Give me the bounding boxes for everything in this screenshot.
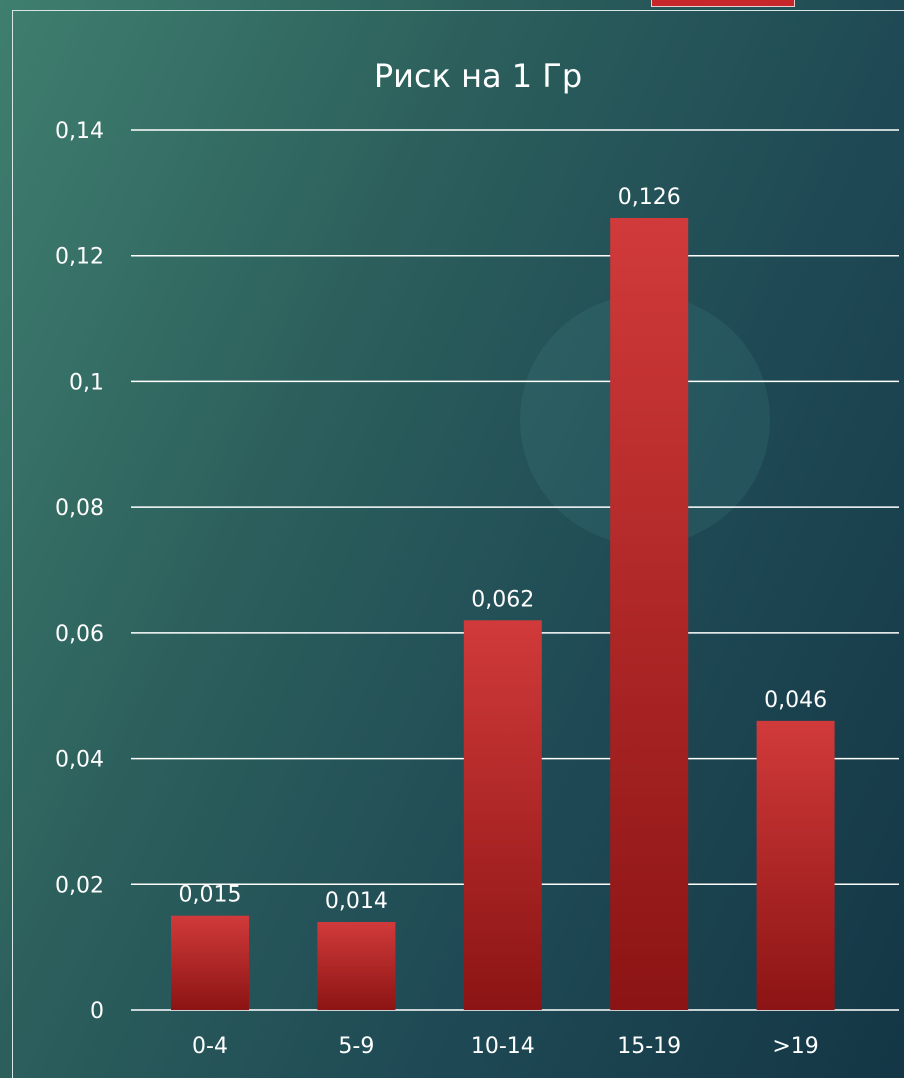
x-axis-ticks: 0-4 5-9 10-14 15-19 >19 [192,1034,819,1059]
bar [756,720,835,1010]
data-label: 0,046 [764,688,827,713]
data-label: 0,014 [325,889,388,914]
bar [610,218,689,1010]
data-label: 0,126 [618,185,681,210]
y-axis-ticks: 0 0,02 0,04 0,06 0,08 0,1 0,12 0,14 [55,119,104,1024]
bar [171,915,249,1010]
y-tick-label: 0 [90,999,104,1024]
x-tick-label: 15-19 [617,1034,681,1059]
y-tick-label: 0,1 [69,370,104,395]
data-label: 0,015 [179,883,242,908]
x-tick-label: >19 [772,1034,818,1059]
y-tick-label: 0,02 [55,873,104,898]
bar [463,620,542,1010]
x-tick-label: 5-9 [338,1034,374,1059]
x-tick-label: 10-14 [471,1034,535,1059]
chart-title: Риск на 1 Гр [374,57,582,95]
data-labels: 0,015 0,014 0,062 0,126 0,046 [179,185,828,914]
bar [317,922,396,1010]
data-label: 0,062 [471,587,534,612]
y-tick-label: 0,08 [55,496,104,521]
y-tick-label: 0,04 [55,748,104,773]
accent-bar [651,0,795,7]
y-tick-label: 0,14 [55,119,104,144]
bars [171,218,835,1010]
y-tick-label: 0,12 [55,245,104,270]
x-tick-label: 0-4 [192,1034,228,1059]
y-tick-label: 0,06 [55,622,104,647]
slide-frame [12,10,904,1078]
